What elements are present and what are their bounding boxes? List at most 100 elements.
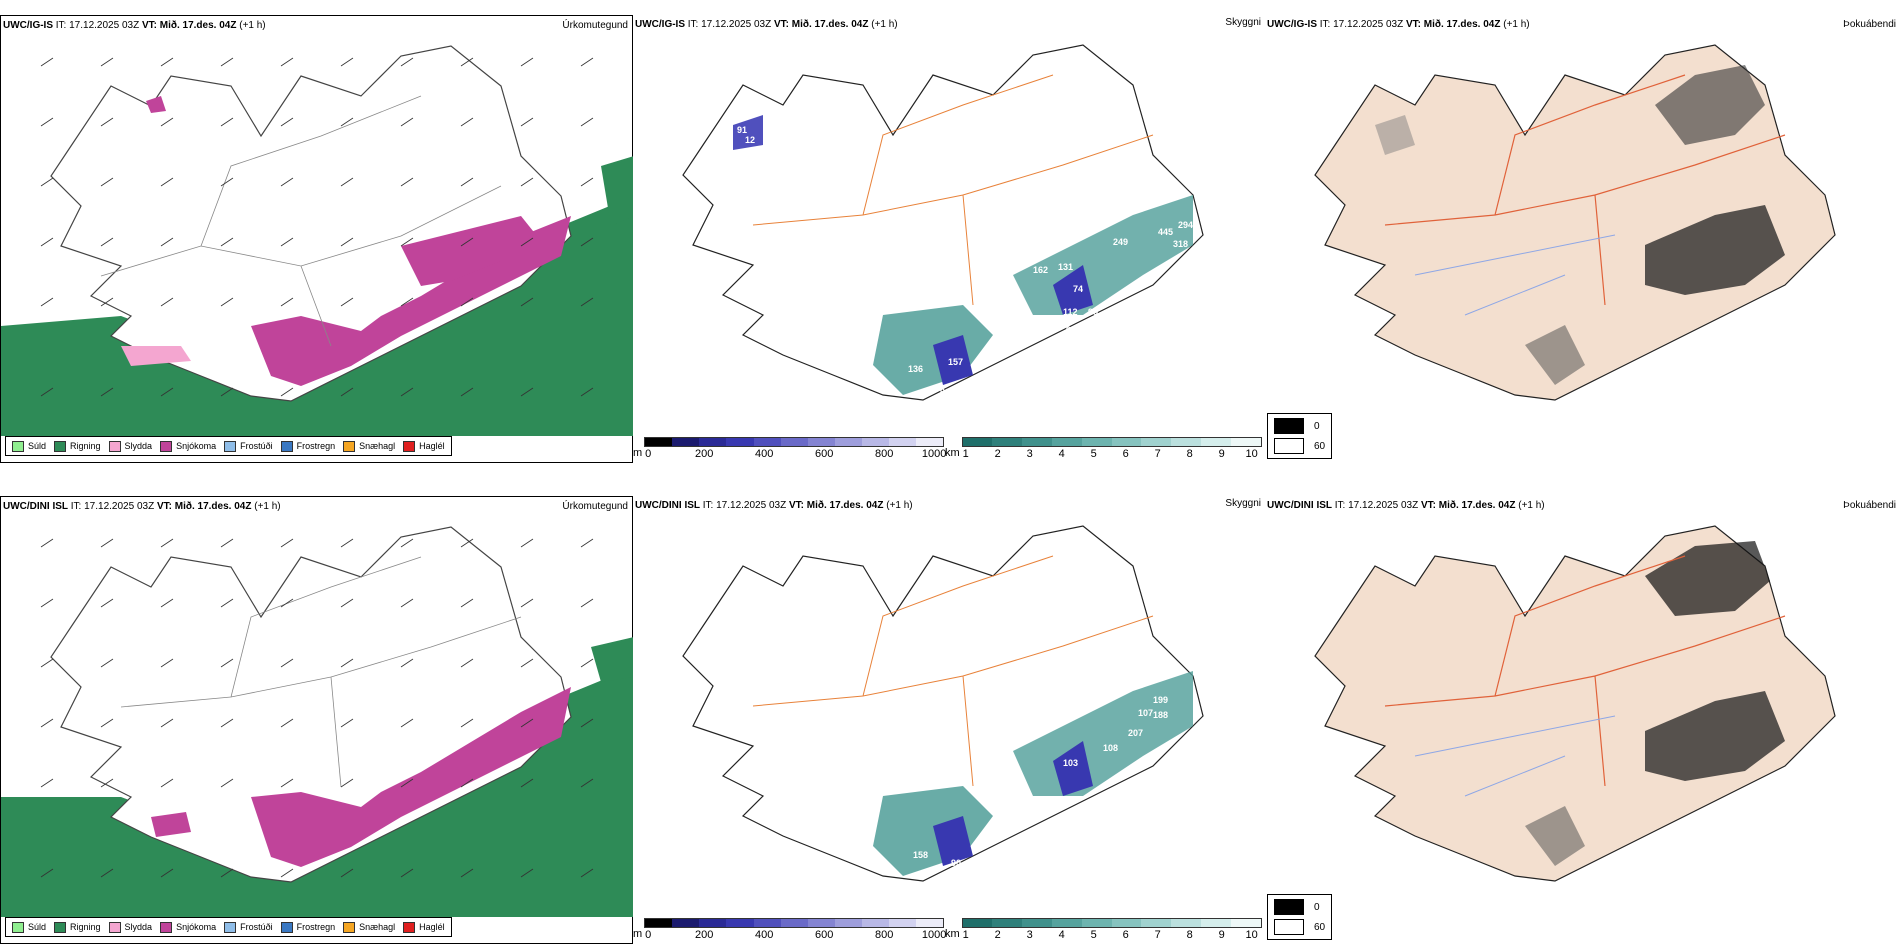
road-lines (752, 74, 1154, 306)
fog-area-ne (1645, 541, 1770, 616)
river-lines (1414, 715, 1616, 797)
visibility-panel-top: UWC/IG-IS IT: 17.12.2025 03Z VT: Mið. 17… (633, 15, 1265, 463)
tick-label: 400 (754, 929, 774, 941)
precip-legend: Súld Rigning Slydda Snjókoma Frostúði Fr… (5, 436, 452, 456)
tick-label: 3 (1026, 929, 1033, 941)
low-cloud-area-nw (733, 115, 763, 150)
legend-item: Haglél (403, 921, 445, 933)
tick-label: 4 (1058, 929, 1065, 941)
legend-item: Súld (12, 440, 46, 452)
snow-area (251, 687, 571, 867)
cloud-base-label: 112 (1063, 307, 1078, 317)
fog-legend-label: 0 (1314, 901, 1320, 913)
panel-header: UWC/DINI ISL IT: 17.12.2025 03Z VT: Mið.… (635, 500, 913, 511)
panel-title: Skyggni (1225, 17, 1261, 28)
visibility-panel-bottom: UWC/DINI ISL IT: 17.12.2025 03Z VT: Mið.… (633, 496, 1265, 944)
road-lines (100, 95, 502, 347)
legend-item: Rigning (54, 440, 101, 452)
legend-item: Snæhagl (343, 921, 395, 933)
rain-area-east (591, 637, 634, 682)
legend-item: Slydda (108, 440, 152, 452)
cloud-base-label: 136 (908, 364, 923, 374)
fog-panel-bottom: UWC/DINI ISL IT: 17.12.2025 03Z VT: Mið.… (1265, 496, 1900, 944)
precip-legend: Súld Rigning Slydda Snjókoma Frostúði Fr… (5, 917, 452, 937)
colorbar-unit: m (633, 447, 643, 459)
tick-label: 8 (1186, 929, 1193, 941)
tick-label: 10 (1245, 448, 1258, 460)
fog-area-nw (1375, 115, 1415, 155)
tick-label: 0 (645, 448, 652, 460)
fog-area-south (1525, 325, 1585, 385)
low-cloud-area-2 (1053, 741, 1093, 796)
panel-header: UWC/DINI ISL IT: 17.12.2025 03Z VT: Mið.… (3, 501, 281, 512)
tick-label: 800 (874, 448, 894, 460)
legend-item: Rigning (54, 921, 101, 933)
colorbar-visibility: km 1 2 3 4 5 6 7 8 9 10 (945, 437, 1262, 461)
sleet-area (121, 346, 191, 366)
panel-header: UWC/IG-IS IT: 17.12.2025 03Z VT: Mið. 17… (1267, 19, 1530, 30)
colorbar-visibility: km 1 2 3 4 5 6 7 8 9 10 (945, 918, 1262, 942)
cloud-base-label: 96 (940, 387, 950, 397)
cloud-base-label: 90 (951, 858, 961, 868)
tick-label: 800 (874, 929, 894, 941)
legend-item: Frostúði (224, 921, 273, 933)
panel-header: UWC/DINI ISL IT: 17.12.2025 03Z VT: Mið.… (1267, 500, 1545, 511)
panel-title: Úrkomutegund (562, 501, 628, 512)
tick-label: 1000 (921, 448, 947, 460)
cloud-base-label: 318 (1173, 239, 1188, 249)
panel-title: Þokuábendi (1843, 500, 1896, 511)
low-cloud-area (933, 335, 973, 385)
wind-barbs (40, 538, 594, 878)
fog-area-south (1525, 806, 1585, 866)
road-lines (752, 555, 1154, 787)
panel-title: Úrkomutegund (562, 20, 628, 31)
tick-label: 400 (754, 448, 774, 460)
tick-label: 600 (814, 929, 834, 941)
cloud-base-label: 108 (1103, 743, 1118, 753)
visibility-labels: 107 199 188 207 103 108 158 90 84 (913, 695, 1168, 880)
rain-area-east (601, 156, 634, 226)
low-visibility-area (873, 305, 993, 395)
fog-map (1314, 525, 1836, 882)
fog-legend: 0 60 (1267, 413, 1333, 459)
precip-type-panel-top: UWC/IG-IS IT: 17.12.2025 03Z VT: Mið. 17… (0, 15, 634, 463)
low-visibility-area (873, 786, 993, 876)
cloud-base-label: 294 (1178, 220, 1193, 230)
tick-label: 1000 (921, 929, 947, 941)
wind-barbs (40, 57, 594, 397)
cloud-base-label: 12 (745, 135, 755, 145)
panel-header: UWC/IG-IS IT: 17.12.2025 03Z VT: Mið. 17… (635, 19, 898, 30)
cloud-base-label: 249 (1113, 237, 1128, 247)
tick-label: 3 (1026, 448, 1033, 460)
colorbar-cloud-base: m 0 200 400 600 800 1000 (633, 918, 947, 942)
fog-map (1314, 44, 1836, 401)
road-lines (1384, 555, 1786, 787)
tick-label: 600 (814, 448, 834, 460)
tick-label: 4 (1058, 448, 1065, 460)
tick-label: 2 (994, 448, 1001, 460)
rain-area (1, 196, 634, 436)
cloud-base-label: 103 (1063, 758, 1078, 768)
road-lines (120, 556, 522, 788)
visibility-map: 107 199 188 207 103 108 158 90 84 (682, 525, 1204, 882)
visibility-map: 91 12 138 162 131 74 112 91 95 249 445 2… (682, 44, 1204, 401)
legend-item: Frostregn (280, 921, 335, 933)
cloud-base-label: 91 (1066, 325, 1076, 335)
cloud-base-label: 207 (1128, 728, 1143, 738)
cloud-base-label: 158 (913, 850, 928, 860)
cloud-base-label: 95 (1088, 307, 1098, 317)
tick-label: 9 (1218, 448, 1225, 460)
fog-legend-label: 60 (1314, 440, 1326, 452)
visibility-labels: 91 12 138 162 131 74 112 91 95 249 445 2… (737, 125, 1193, 397)
fog-legend: 0 60 (1267, 894, 1333, 940)
panel-header: UWC/IG-IS IT: 17.12.2025 03Z VT: Mið. 17… (3, 20, 266, 31)
tick-label: 9 (1218, 929, 1225, 941)
legend-item: Frostúði (224, 440, 273, 452)
low-cloud-area (933, 816, 973, 866)
colorbar-unit: km (945, 447, 960, 459)
colorbar-unit: km (945, 928, 960, 940)
low-cloud-area-2 (1053, 265, 1093, 315)
snow-area-2 (401, 216, 541, 286)
cloud-base-label: 107 (1138, 708, 1153, 718)
legend-item: Frostregn (280, 440, 335, 452)
